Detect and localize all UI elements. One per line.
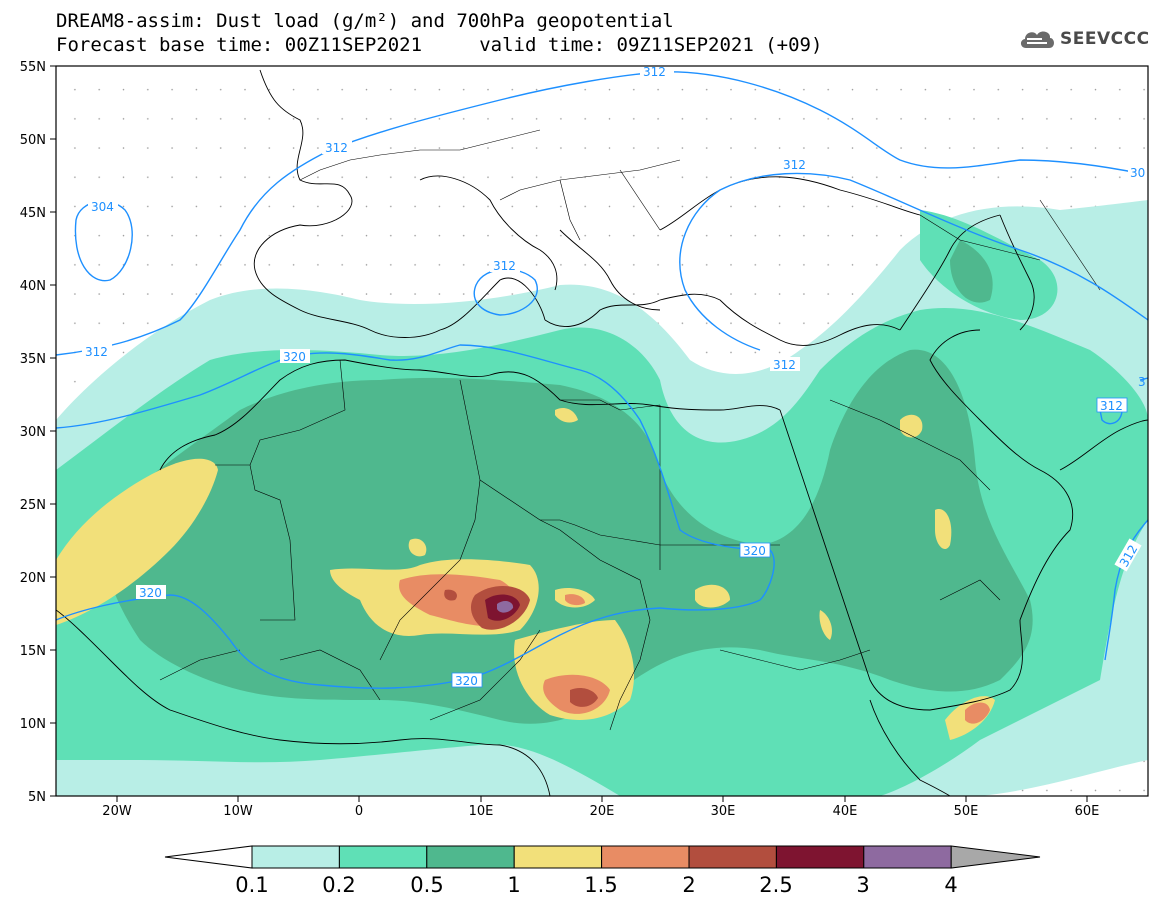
latitude-labels: 55N 50N 45N 40N 35N 30N 25N 20N 15N 10N …	[20, 60, 46, 805]
colorbar-segment	[775, 845, 865, 869]
contour-label: 312	[773, 358, 796, 372]
dust-level-3	[497, 601, 514, 613]
contour-label: 312	[493, 259, 516, 273]
contour-label: 320	[743, 544, 766, 558]
contour-label: 312	[1100, 399, 1123, 413]
colorbar-segment	[863, 845, 952, 869]
contour-label: 320	[283, 350, 306, 364]
colorbar-segment	[688, 845, 777, 869]
lat-label: 5N	[28, 790, 46, 805]
colorbar-segment-under	[164, 845, 253, 869]
colorbar-segment	[513, 845, 603, 869]
lon-label: 60E	[1075, 804, 1100, 819]
colorbar-segment	[338, 845, 428, 869]
colorbar-label: 2.5	[759, 873, 792, 897]
lat-label: 45N	[20, 206, 46, 221]
lat-label: 40N	[20, 279, 46, 294]
colorbar-segment-over	[950, 845, 1041, 869]
contour-label: 312	[643, 65, 666, 79]
lat-label: 55N	[20, 60, 46, 75]
lon-label: 40E	[833, 804, 858, 819]
colorbar-label: 0.5	[410, 873, 443, 897]
colorbar-labels: 0.1 0.2 0.5 1 1.5 2 2.5 3 4	[235, 873, 957, 897]
contour-label: 30	[1130, 166, 1145, 180]
longitude-labels: 20W 10W 0 10E 20E 30E 40E 50E 60E	[102, 804, 1099, 819]
colorbar-label: 2	[682, 873, 695, 897]
coastlines	[56, 69, 1148, 796]
map-title-line-2: Forecast base time: 00Z11SEP2021 valid t…	[56, 34, 823, 56]
contour-label: 320	[455, 674, 478, 688]
lat-label: 35N	[20, 352, 46, 367]
lon-label: 30E	[711, 804, 736, 819]
colorbar-label: 4	[944, 873, 957, 897]
contour-label: 312	[325, 141, 348, 155]
lat-label: 50N	[20, 133, 46, 148]
contour-label: 3	[1138, 375, 1146, 389]
colorbar-segment	[251, 845, 340, 869]
cloud-icon	[1020, 31, 1054, 48]
lon-label: 20E	[590, 804, 615, 819]
contour-label: 304	[91, 200, 114, 214]
colorbar-label: 1.5	[584, 873, 617, 897]
colorbar-label: 3	[856, 873, 869, 897]
longitude-axis	[116, 796, 1088, 802]
lat-label: 25N	[20, 498, 46, 513]
colorbar-label: 0.1	[235, 873, 268, 897]
lat-label: 15N	[20, 644, 46, 659]
colorbar-label: 0.2	[322, 873, 355, 897]
map-title-line-1: DREAM8-assim: Dust load (g/m²) and 700hP…	[56, 10, 674, 32]
contour-label: 312	[783, 158, 806, 172]
contour-labels: 312 312 304 312 312 312 320 312 320 320 …	[82, 64, 1148, 688]
colorbar-label: 1	[507, 873, 520, 897]
logo-text: SEEVCCC	[1060, 29, 1150, 49]
lon-label: 10W	[223, 804, 253, 819]
lon-label: 10E	[469, 804, 494, 819]
lat-label: 30N	[20, 425, 46, 440]
latitude-axis	[50, 65, 56, 797]
lon-label: 20W	[102, 804, 132, 819]
contour-label: 320	[139, 586, 162, 600]
colorbar-segment	[601, 845, 690, 869]
dust-level-0-5	[100, 240, 1033, 724]
contour-label: 312	[85, 345, 108, 359]
lat-label: 20N	[20, 571, 46, 586]
colorbar-segment	[426, 845, 515, 869]
lat-label: 10N	[20, 717, 46, 732]
colorbar	[164, 845, 1041, 869]
lon-label: 50E	[954, 804, 979, 819]
seevccc-logo: SEEVCCC	[1018, 26, 1150, 52]
lon-label: 0	[355, 804, 363, 819]
